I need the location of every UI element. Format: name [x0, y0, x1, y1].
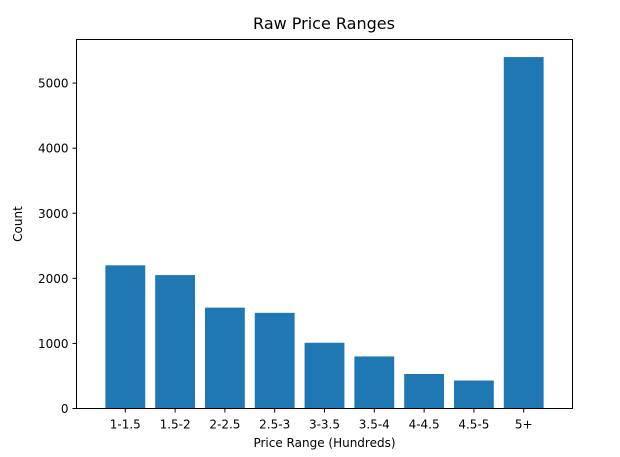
x-tick-label: 4.5-5 — [458, 418, 489, 432]
y-tick-label: 4000 — [38, 142, 69, 156]
bar-4.5-5 — [453, 380, 494, 409]
chart-title: Raw Price Ranges — [253, 14, 395, 33]
bar-2.5-3 — [254, 312, 295, 409]
x-tick-label: 3-3.5 — [309, 418, 340, 432]
y-tick-label: 1000 — [38, 337, 69, 351]
x-tick-label: 4-4.5 — [409, 418, 440, 432]
y-axis: 0 1000 2000 3000 4000 5000 — [38, 77, 77, 416]
bar-1.5-2 — [155, 275, 196, 409]
bar-1-1.5 — [105, 265, 146, 409]
x-axis-label: Price Range (Hundreds) — [253, 436, 395, 450]
y-axis-label: Count — [11, 206, 25, 242]
bar-3-3.5 — [304, 342, 345, 409]
y-tick-label: 2000 — [38, 272, 69, 286]
x-tick-label: 1.5-2 — [160, 418, 191, 432]
x-tick-label: 2.5-3 — [259, 418, 290, 432]
bar-3.5-4 — [354, 356, 395, 409]
plot-area — [105, 57, 544, 409]
x-tick-label: 5+ — [515, 418, 533, 432]
bar-4-4.5 — [404, 374, 445, 409]
x-tick-label: 2-2.5 — [209, 418, 240, 432]
y-tick-label: 0 — [61, 402, 69, 416]
y-tick-label: 3000 — [38, 207, 69, 221]
bar-5+ — [503, 57, 544, 409]
y-tick-label: 5000 — [38, 77, 69, 91]
bar-2-2.5 — [204, 307, 245, 409]
x-axis: 1-1.5 1.5-2 2-2.5 2.5-3 3-3.5 3.5-4 4-4.5 4.5-5… — [110, 408, 533, 432]
x-tick-label: 3.5-4 — [359, 418, 390, 432]
x-tick-label: 1-1.5 — [110, 418, 141, 432]
